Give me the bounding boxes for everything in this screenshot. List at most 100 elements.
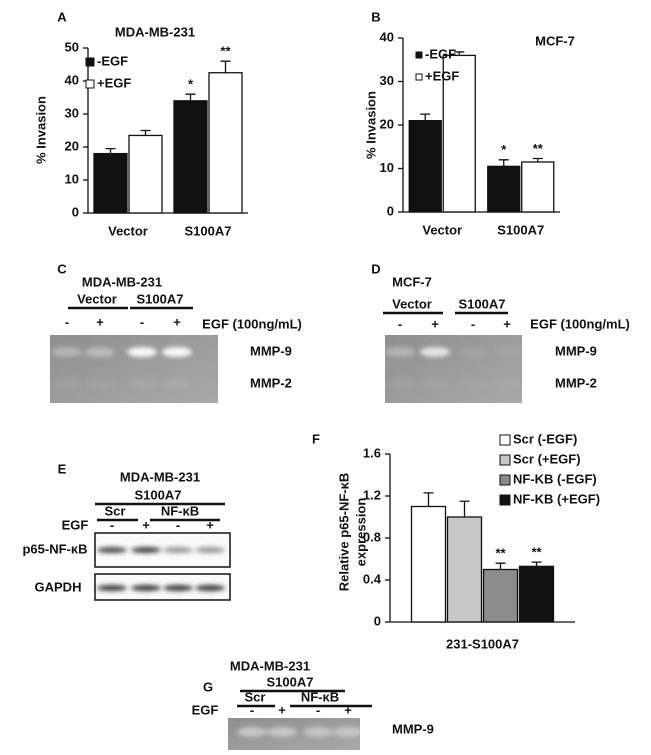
- bar: [410, 505, 447, 623]
- row-label: MMP-9: [250, 343, 292, 358]
- lane-group: S100A7: [459, 296, 506, 311]
- panel-letter: E: [58, 461, 67, 476]
- x-tick-label: 231-S100A7: [446, 636, 519, 651]
- error-bar: [423, 492, 434, 507]
- error-bar: [498, 159, 509, 167]
- error-bar: [105, 148, 116, 154]
- band: [195, 547, 225, 553]
- y-tick-label: 20: [380, 116, 394, 131]
- lane-label: +: [96, 314, 104, 329]
- legend-label: +EGF: [97, 75, 131, 90]
- panel-letter: F: [312, 431, 320, 446]
- treatment-label: EGF: [192, 702, 219, 717]
- y-tick-label: 10: [380, 160, 394, 175]
- gel-title: MDA-MB-231: [120, 469, 200, 484]
- error-bar: [220, 60, 231, 73]
- row-label: MMP-9: [392, 721, 434, 736]
- error-bar: [459, 500, 470, 517]
- error-bar: [420, 113, 431, 121]
- panel-letter: B: [371, 9, 380, 24]
- band: [420, 379, 450, 389]
- bar: [521, 161, 555, 213]
- y-tick-label: 10: [65, 171, 79, 186]
- bar: [408, 120, 442, 213]
- band: [97, 547, 127, 553]
- lane-label: -: [65, 314, 69, 329]
- lane-label: -: [110, 517, 114, 532]
- error-bar: [140, 129, 151, 136]
- band: [333, 727, 363, 737]
- band: [162, 347, 192, 357]
- band: [131, 585, 161, 591]
- band: [492, 379, 522, 389]
- band: [267, 727, 297, 737]
- bar: [487, 165, 521, 213]
- error-bar: [454, 51, 465, 56]
- y-tick-label: 20: [65, 138, 79, 153]
- legend-label: Scr (+EGF): [513, 451, 581, 466]
- significance-mark: **: [220, 44, 231, 59]
- legend-swatch: [415, 51, 423, 59]
- y-tick-label: 1.6: [363, 445, 381, 460]
- band: [385, 347, 415, 357]
- legend-swatch: [85, 57, 95, 67]
- panel-letter: G: [203, 679, 213, 694]
- y-tick-label: 0: [72, 204, 79, 219]
- lane-group: Scr: [105, 503, 126, 518]
- band: [195, 585, 225, 591]
- band: [163, 585, 193, 591]
- y-tick-label: 0.4: [363, 571, 382, 586]
- band: [420, 347, 450, 357]
- legend-swatch: [499, 474, 511, 486]
- y-tick-label: 50: [65, 39, 79, 54]
- gel-header: S100A7: [267, 674, 314, 689]
- lane-label: -: [176, 517, 180, 532]
- lane-group: NF-κB: [161, 503, 199, 518]
- lane-group: NF-κB: [301, 689, 339, 704]
- error-bar: [185, 93, 196, 101]
- legend-label: NF-KB (+EGF): [513, 491, 600, 506]
- row-label: MMP-2: [250, 375, 292, 390]
- x-tick-label: Vector: [108, 223, 148, 238]
- band: [52, 379, 82, 389]
- band: [85, 347, 115, 357]
- y-tick-label: 40: [380, 29, 394, 44]
- legend-label: NF-KB (-EGF): [513, 471, 597, 486]
- row-label: MMP-9: [555, 343, 597, 358]
- gel-title: MCF-7: [392, 274, 432, 289]
- panel-letter: D: [371, 261, 380, 276]
- legend-swatch: [499, 434, 511, 446]
- error-bar: [531, 561, 542, 567]
- significance-mark: **: [531, 545, 542, 560]
- y-tick-label: 1.2: [363, 487, 381, 502]
- y-axis-label: expression: [353, 498, 368, 567]
- band: [458, 379, 488, 389]
- significance-mark: *: [188, 77, 194, 92]
- row-label: GAPDH: [35, 579, 82, 594]
- lane-label: -: [471, 316, 475, 331]
- lane-label: +: [206, 517, 214, 532]
- lane-label: +: [503, 316, 511, 331]
- chart-title: MCF-7: [535, 33, 575, 48]
- lane-group: S100A7: [137, 291, 184, 306]
- band: [303, 727, 333, 737]
- bar: [208, 72, 243, 214]
- lane-label: +: [173, 314, 181, 329]
- y-tick-label: 30: [65, 105, 79, 120]
- gel-title: MDA-MB-231: [230, 658, 310, 673]
- y-axis-label: % Invasion: [33, 96, 48, 164]
- bar: [128, 134, 163, 214]
- lane-group: Vector: [392, 296, 432, 311]
- row-label: p65-NF-κB: [22, 541, 87, 556]
- y-tick-label: 0.8: [363, 529, 381, 544]
- legend-swatch: [499, 494, 511, 506]
- lane-label: -: [140, 314, 144, 329]
- gel-image: [385, 335, 522, 403]
- bar: [93, 152, 128, 214]
- lane-label: +: [431, 316, 439, 331]
- lane-label: +: [142, 517, 150, 532]
- band: [458, 347, 488, 357]
- legend-label: -EGF: [97, 53, 128, 68]
- panel-letter: A: [57, 9, 67, 24]
